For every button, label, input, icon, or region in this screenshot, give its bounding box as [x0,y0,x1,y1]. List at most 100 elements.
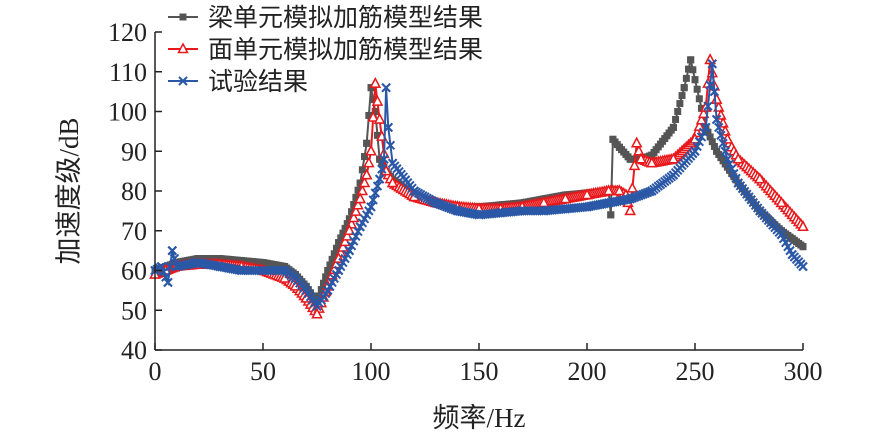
series-marker [354,186,362,194]
data-point [215,261,225,272]
series-marker [330,250,338,258]
data-point [648,151,656,159]
data-point [376,155,384,163]
legend-label: 试验结果 [208,67,308,96]
data-point [603,198,614,208]
data-point [797,220,809,232]
series-marker [373,131,381,139]
data-point [776,230,787,240]
series-marker [708,138,716,146]
series-marker [161,272,171,282]
legend-marker [177,42,189,54]
data-point [354,192,366,204]
series-marker [349,236,359,246]
series-marker [689,66,697,74]
series-marker [672,115,680,123]
series-marker [372,181,383,191]
data-point [312,301,322,311]
series-marker [704,128,712,136]
series-marker [322,273,330,281]
data-point [755,206,765,216]
series-marker [326,261,334,269]
data-point [474,210,484,220]
series-marker [370,188,381,198]
data-point [733,178,743,188]
series-marker [724,159,735,169]
data-point [360,168,373,180]
data-point [373,112,386,124]
data-point [732,152,744,164]
legend-marker [178,76,188,86]
series-marker [729,168,739,179]
series-marker [378,159,386,167]
data-point [625,194,635,204]
series-marker [685,65,693,73]
data-point [171,261,182,272]
series-marker [317,286,325,294]
axes: 0 50 100 150 200 250 300 40 50 60 70 80 90 100 110 120 [108,18,823,386]
data-point [236,265,247,276]
series-marker [716,130,726,141]
x-tick-label: 300 [784,357,823,386]
series-marker [720,146,730,156]
data-point [301,285,311,296]
data-point [538,196,550,208]
y-axis-title: 加速度级/dB [54,117,84,264]
data-point [369,77,382,88]
data-point [704,53,716,65]
series-marker [169,253,180,264]
legend-item: 试验结果 [168,67,308,96]
plot-area [149,53,809,319]
series-marker [678,92,686,100]
series-marker [693,85,701,93]
series-marker [350,205,362,216]
series-marker [682,74,690,82]
series-marker [696,132,707,142]
series-marker [356,184,369,196]
data-point [279,265,290,276]
data-point [711,114,722,125]
series-marker [709,86,720,97]
series-marker [718,138,728,149]
series-marker [341,224,349,232]
data-point [687,56,695,64]
data-point [646,156,658,168]
x-tick-label: 250 [676,357,715,386]
series-marker [710,142,718,150]
x-tick-label: 200 [568,357,607,386]
data-point [167,245,177,256]
data-point [560,204,571,214]
x-tick-label: 0 [149,357,162,386]
series-marker [628,159,641,171]
series-marker [361,153,369,161]
series-marker [369,96,377,104]
data-point [163,277,173,288]
data-point [324,267,332,274]
series-marker [694,137,705,147]
series-marker [352,193,360,201]
data-point [581,188,593,200]
data-point [365,144,377,156]
legend-label: 梁单元模拟加筋模型结果 [208,3,483,32]
series-marker [626,181,639,193]
data-point [517,206,527,216]
data-point [344,245,355,256]
data-point [668,170,679,180]
series-marker [731,173,741,183]
y-tick-label: 100 [108,98,147,127]
series-marker [319,279,327,287]
data-point [193,257,203,268]
series-marker [358,166,366,174]
data-point [630,136,643,148]
data-point [701,122,711,133]
x-axis-title: 频率/Hz [433,403,526,433]
data-point [691,76,699,84]
data-point [409,186,419,196]
data-point [602,184,615,196]
data-point [798,261,808,272]
series-marker [367,110,379,122]
y-tick-label: 50 [121,296,147,325]
series-marker [368,195,378,205]
